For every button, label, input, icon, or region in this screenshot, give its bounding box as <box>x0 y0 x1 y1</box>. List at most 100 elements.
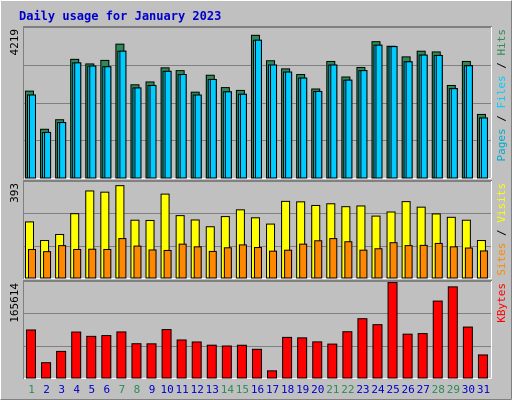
bar-sites <box>404 245 413 279</box>
x-tick-label: 27 <box>417 383 430 396</box>
bar-kbytes <box>26 329 36 379</box>
bar-kbytes <box>297 337 308 379</box>
bar-sites <box>208 250 217 279</box>
bar-sites <box>148 249 157 279</box>
bar-pages <box>89 65 97 179</box>
bar-kbytes <box>417 333 428 379</box>
x-tick-label: 4 <box>73 383 80 396</box>
bar-sites <box>374 248 383 279</box>
bar-sites <box>449 246 458 279</box>
side-legend: KBytes <box>495 283 508 323</box>
bar-pages <box>465 65 473 179</box>
bar-kbytes <box>86 335 97 379</box>
bar-kbytes <box>176 339 187 379</box>
bar-sites <box>88 248 97 279</box>
bar-sites <box>284 249 293 279</box>
bar-kbytes <box>131 343 142 379</box>
y-max-label: 4219 <box>8 29 21 56</box>
bar-sites <box>434 242 443 279</box>
bar-pages <box>390 46 398 179</box>
bar-kbytes <box>116 331 127 379</box>
bar-pages <box>270 64 278 179</box>
bar-pages <box>360 70 368 179</box>
bar-kbytes <box>357 318 368 379</box>
bar-sites <box>58 245 67 279</box>
bar-kbytes <box>251 348 262 379</box>
bar-kbytes <box>402 333 413 379</box>
bar-pages <box>405 61 413 179</box>
bar-pages <box>29 94 36 179</box>
x-tick-label: 31 <box>477 383 490 396</box>
bar-sites <box>269 250 278 279</box>
bar-pages <box>104 66 112 179</box>
x-tick-label: 21 <box>326 383 339 396</box>
x-tick-label: 17 <box>266 383 279 396</box>
x-tick-label: 26 <box>402 383 415 396</box>
side-legend-visits: Visits <box>495 183 508 223</box>
bar-pages <box>375 44 383 179</box>
bar-sites <box>253 247 262 279</box>
side-legend-hits: Hits <box>495 29 508 56</box>
bar-pages <box>345 79 353 179</box>
bar-pages <box>300 77 308 179</box>
bar-kbytes <box>327 343 338 379</box>
panel-kbytes: 165614 KBytes <box>8 280 508 379</box>
bar-sites <box>464 247 473 279</box>
bar-pages <box>285 71 293 179</box>
bar-sites <box>344 241 353 279</box>
bar-sites <box>238 244 247 279</box>
x-tick-label: 13 <box>206 383 219 396</box>
bar-kbytes <box>101 335 112 379</box>
bar-kbytes <box>191 341 202 379</box>
bar-sites <box>299 243 308 279</box>
bar-kbytes <box>146 343 157 379</box>
x-tick-label: 14 <box>221 383 235 396</box>
y-max-label: 165614 <box>8 283 21 323</box>
bar-kbytes <box>267 370 278 379</box>
x-tick-label: 19 <box>296 383 309 396</box>
bar-pages <box>44 131 52 179</box>
bar-kbytes <box>206 344 217 379</box>
panels: 4219 Pages / Files / Hits 393 Sites / Visit… <box>8 26 508 379</box>
bar-kbytes <box>41 362 52 379</box>
bar-kbytes <box>342 331 353 379</box>
x-tick-label: 28 <box>432 383 445 396</box>
bar-pages <box>59 122 67 179</box>
bar-pages <box>179 74 187 179</box>
x-tick-label: 29 <box>447 383 460 396</box>
x-tick-label: 12 <box>191 383 204 396</box>
bar-sites <box>314 240 323 279</box>
bar-kbytes <box>236 344 247 379</box>
bar-pages <box>480 117 488 179</box>
x-tick-label: 20 <box>311 383 324 396</box>
bar-sites <box>419 244 428 279</box>
side-legend-separator: / <box>495 109 508 129</box>
bar-pages <box>194 94 202 179</box>
bar-pages <box>119 50 127 179</box>
x-tick-label: 1 <box>28 383 35 396</box>
x-tick-label: 22 <box>341 383 354 396</box>
bar-kbytes <box>477 354 488 379</box>
bar-sites <box>223 247 232 279</box>
side-legend-separator: / <box>495 223 508 243</box>
x-axis-labels: 1 2 3 4 5 6 7 8 9 10 11 12 13 14 15 16 17 18 19 20 21 22 23 24 2… <box>28 383 490 396</box>
bar-pages <box>209 78 217 179</box>
x-tick-label: 18 <box>281 383 294 396</box>
bar-kbytes <box>312 341 323 379</box>
bar-kbytes <box>462 326 473 379</box>
bar-kbytes <box>221 345 232 379</box>
bar-kbytes <box>387 282 398 379</box>
bar-sites <box>28 248 36 279</box>
x-tick-label: 24 <box>371 383 385 396</box>
side-legend-pages: Pages <box>495 128 508 161</box>
x-tick-label: 8 <box>134 383 141 396</box>
x-tick-label: 30 <box>462 383 475 396</box>
bar-kbytes <box>447 286 458 379</box>
panel-hits-files-pages: 4219 Pages / Files / Hits <box>8 26 508 179</box>
bar-sites <box>73 248 82 279</box>
bar-pages <box>420 54 428 179</box>
bar-sites <box>479 250 488 279</box>
side-legend-files: Files <box>495 75 508 108</box>
